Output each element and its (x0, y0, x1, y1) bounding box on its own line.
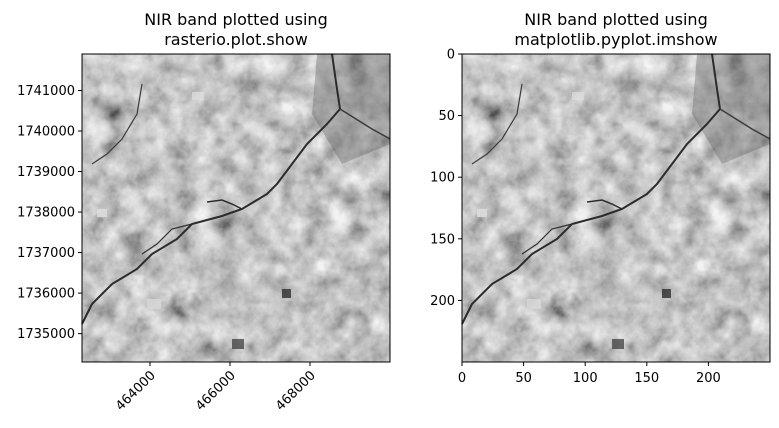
y-tick-label: 100 (430, 171, 455, 186)
y-tick-label: 1740000 (17, 125, 75, 140)
nir-image-imshow (462, 54, 770, 362)
x-tick-label: 464000 (113, 368, 159, 414)
y-tick-label: 1735000 (17, 327, 75, 342)
y-tick-label: 150 (430, 232, 455, 247)
panel-title-line1: NIR band plotted using (524, 10, 707, 29)
y-axis-ticks-right: 0 50 100 150 200 (430, 48, 462, 309)
x-axis-ticks-left: 464000 466000 468000 (113, 362, 319, 414)
panel-rasterio: NIR band plotted using rasterio.plot.sho… (17, 10, 390, 414)
panel-imshow: NIR band plotted using matplotlib.pyplot… (430, 10, 770, 386)
plot-frame-rasterio (81, 53, 391, 363)
panel-title-line2: rasterio.plot.show (164, 30, 308, 49)
panel-title-line1: NIR band plotted using (144, 10, 327, 29)
y-tick-label: 50 (438, 109, 455, 124)
x-tick-label: 50 (515, 371, 532, 386)
y-tick-label: 1739000 (17, 165, 75, 180)
y-tick-label: 1737000 (17, 246, 75, 261)
y-tick-label: 0 (447, 48, 455, 63)
x-tick-label: 100 (573, 371, 598, 386)
x-tick-label: 200 (696, 371, 721, 386)
plot-frame-imshow (461, 53, 771, 363)
x-tick-label: 466000 (193, 368, 239, 414)
panel-title-line2: matplotlib.pyplot.imshow (514, 30, 717, 49)
x-tick-label: 0 (458, 371, 466, 386)
y-tick-label: 200 (430, 294, 455, 309)
x-axis-ticks-right: 0 50 100 150 200 (458, 362, 721, 386)
x-tick-label: 468000 (273, 368, 319, 414)
y-axis-ticks-left: 1735000 1736000 1737000 1738000 1739000 17400… (17, 84, 82, 342)
y-tick-label: 1736000 (17, 287, 75, 302)
y-tick-label: 1738000 (17, 206, 75, 221)
nir-image-rasterio (82, 54, 390, 362)
x-tick-label: 150 (634, 371, 659, 386)
y-tick-label: 1741000 (17, 84, 75, 99)
